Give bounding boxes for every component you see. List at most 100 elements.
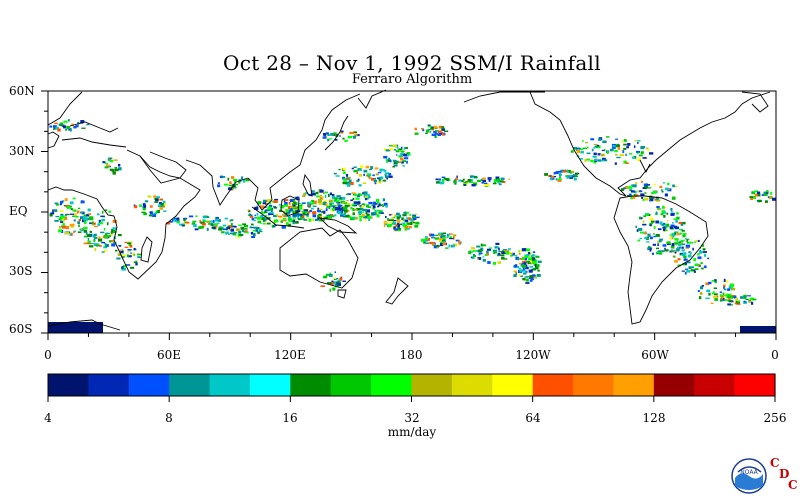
rain-cell <box>287 206 291 209</box>
rain-cell <box>394 219 397 222</box>
rain-cell <box>592 155 597 158</box>
rain-cell <box>392 166 396 168</box>
rain-cell <box>692 247 694 251</box>
rain-cell <box>80 229 84 232</box>
rain-cell <box>599 159 604 162</box>
rain-cell <box>71 123 74 127</box>
rain-cell <box>108 234 112 237</box>
rain-cell <box>135 262 138 266</box>
rain-cell <box>674 238 679 241</box>
rain-cell <box>400 146 403 150</box>
rain-cell <box>694 264 699 267</box>
rain-cell <box>96 213 100 216</box>
rain-cell <box>371 178 375 181</box>
rain-cell <box>751 301 754 305</box>
rain-cell <box>642 199 645 201</box>
rain-cell <box>78 224 80 227</box>
rain-cell <box>330 283 334 286</box>
rain-cell <box>470 247 475 250</box>
rain-cell <box>668 226 671 228</box>
rain-cell <box>484 253 488 257</box>
rain-cell <box>569 175 573 178</box>
rain-cell <box>623 147 627 150</box>
map-subtitle: Ferraro Algorithm <box>351 72 473 87</box>
colorbar-swatch <box>330 374 372 396</box>
rain-cell <box>357 134 360 137</box>
rain-cell <box>193 224 197 228</box>
rain-cell <box>378 202 381 205</box>
rain-cell <box>238 181 241 184</box>
rain-cell <box>262 219 266 222</box>
rain-cell <box>291 200 294 204</box>
rain-cell <box>192 220 197 223</box>
rain-cell <box>552 176 557 178</box>
rain-cell <box>65 129 68 131</box>
rain-cell <box>354 133 358 136</box>
rain-cell <box>519 250 522 253</box>
rain-cell <box>640 193 645 196</box>
rain-cell <box>329 215 332 217</box>
rain-cell <box>395 225 400 227</box>
rain-cell <box>591 148 594 152</box>
rain-cell <box>623 139 627 142</box>
rain-cell <box>616 156 621 159</box>
rain-cell <box>106 164 110 167</box>
rain-cell <box>410 220 414 223</box>
rain-cell <box>222 228 227 231</box>
rain-cell <box>162 200 166 204</box>
rain-cell <box>682 254 686 256</box>
rain-cell <box>708 292 711 296</box>
rain-cell <box>437 130 442 134</box>
rain-cell <box>284 199 289 202</box>
rain-cell <box>222 224 227 227</box>
rain-cell <box>113 159 118 161</box>
rain-cell <box>92 224 95 226</box>
rain-cell <box>352 216 356 219</box>
rain-cell <box>334 138 338 141</box>
rain-cell <box>251 236 255 238</box>
rain-cell <box>337 211 342 215</box>
rain-cell <box>272 225 276 228</box>
rain-cell <box>766 190 769 192</box>
rain-cell <box>653 183 656 186</box>
rain-cell <box>275 219 278 222</box>
rain-cell <box>438 125 443 129</box>
rain-cell <box>481 182 484 184</box>
rain-cell <box>655 196 659 200</box>
rain-cell <box>408 217 411 221</box>
rain-cell <box>412 222 416 224</box>
rain-cell <box>137 253 142 256</box>
rain-cell <box>652 233 655 235</box>
rain-cell <box>258 228 262 232</box>
rain-cell <box>643 215 646 218</box>
rain-cell <box>559 173 562 176</box>
rain-cell <box>206 216 210 218</box>
rain-cell <box>751 191 756 195</box>
rain-cell <box>767 191 769 193</box>
rain-cell <box>681 221 686 225</box>
rain-cell <box>731 303 733 306</box>
rain-cell <box>321 210 324 213</box>
rain-cell <box>318 208 323 211</box>
rain-cell <box>227 187 232 191</box>
rain-cell <box>54 122 58 125</box>
rain-cell <box>637 142 639 144</box>
rain-cell <box>734 302 737 305</box>
rain-cell <box>260 205 265 209</box>
rain-cell <box>81 217 84 219</box>
rain-cell <box>437 233 441 237</box>
rain-cell <box>441 233 444 236</box>
rain-cell <box>318 200 321 203</box>
map-title: Oct 28 – Nov 1, 1992 SSM/I Rainfall <box>223 51 601 75</box>
rain-cell <box>500 254 505 256</box>
rain-cell <box>458 240 461 243</box>
rain-cell <box>733 295 737 299</box>
rain-cell <box>391 217 394 220</box>
rain-cell <box>295 196 300 200</box>
rain-cell <box>597 159 601 162</box>
rain-cell <box>312 211 317 215</box>
rain-cell <box>343 178 347 182</box>
rain-cell <box>593 147 596 149</box>
rain-cell <box>356 201 361 205</box>
rain-cell <box>421 128 424 130</box>
